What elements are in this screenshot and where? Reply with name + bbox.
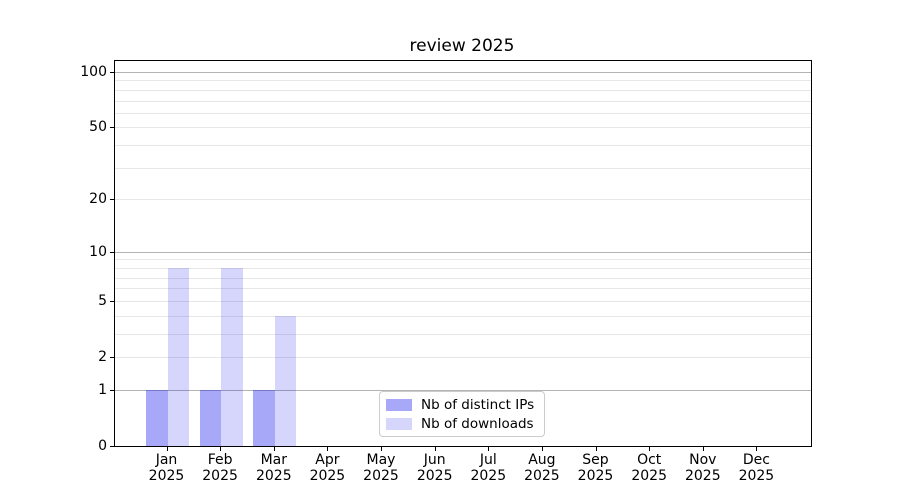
y-tick-mark: [110, 300, 114, 302]
x-tick-label: Aug 2025: [524, 452, 560, 484]
minor-gridline: [115, 333, 811, 335]
x-tick-label: Jun 2025: [416, 452, 453, 484]
x-tick-label: Apr 2025: [309, 452, 346, 484]
x-tick-label: Oct 2025: [631, 452, 667, 484]
x-tick-mark: [756, 447, 758, 451]
minor-gridline: [115, 127, 811, 129]
y-tick-mark: [110, 127, 114, 129]
bar-distinct-ips-feb: [199, 389, 222, 446]
y-tick-label: 2: [98, 349, 107, 365]
bar-downloads-feb: [221, 267, 243, 446]
legend-item-downloads: Nb of downloads: [386, 417, 544, 431]
plot-area: Nb of distinct IPs Nb of downloads: [114, 60, 812, 447]
bar-downloads-mar: [274, 315, 297, 446]
y-tick-mark: [110, 389, 114, 391]
x-tick-mark: [273, 447, 275, 451]
legend-swatch-downloads: [386, 417, 412, 430]
minor-gridline: [115, 145, 811, 147]
minor-gridline: [115, 199, 811, 201]
y-tick-label: 10: [89, 243, 107, 260]
x-tick-mark: [488, 447, 490, 451]
legend-label-distinct-ips: Nb of distinct IPs: [421, 396, 535, 413]
x-tick-label: Mar 2025: [255, 452, 292, 484]
y-tick-label: 5: [98, 292, 107, 309]
x-tick-mark: [595, 447, 597, 451]
chart-title: review 2025: [409, 36, 515, 56]
x-tick-mark: [220, 447, 222, 451]
y-tick-mark: [110, 199, 114, 201]
y-tick-mark: [110, 357, 114, 358]
y-tick-label: 50: [89, 119, 107, 136]
legend-label-downloads: Nb of downloads: [421, 415, 534, 432]
minor-gridline: [115, 80, 811, 82]
y-tick-label: 0: [98, 438, 107, 454]
bar-distinct-ips-jan: [146, 389, 168, 446]
major-gridline: [115, 251, 811, 253]
y-tick-label: 20: [89, 191, 107, 208]
x-tick-label: Jul 2025: [470, 452, 507, 484]
minor-gridline: [115, 89, 811, 91]
bar-downloads-jan: [167, 267, 189, 446]
minor-gridline: [115, 167, 811, 169]
major-gridline: [115, 389, 811, 391]
bar-distinct-ips-mar: [253, 389, 275, 446]
minor-gridline: [115, 267, 811, 269]
major-gridline: [115, 72, 811, 73]
x-tick-mark: [434, 447, 436, 451]
x-tick-mark: [649, 447, 651, 451]
minor-gridline: [115, 288, 811, 290]
minor-gridline: [115, 259, 811, 261]
legend: Nb of distinct IPs Nb of downloads: [379, 391, 545, 437]
minor-gridline: [115, 357, 811, 358]
y-tick-mark: [110, 251, 114, 253]
y-tick-label: 100: [80, 64, 107, 80]
x-tick-label: Jan 2025: [148, 452, 185, 484]
x-tick-mark: [702, 447, 704, 451]
x-tick-label: Nov 2025: [684, 452, 721, 484]
legend-item-distinct-ips: Nb of distinct IPs: [386, 398, 544, 412]
legend-swatch-distinct-ips: [386, 398, 412, 411]
minor-gridline: [115, 100, 811, 102]
y-tick-mark: [110, 72, 114, 73]
y-tick-label: 1: [98, 381, 107, 398]
x-tick-mark: [327, 447, 329, 451]
x-tick-label: May 2025: [363, 452, 399, 484]
minor-gridline: [115, 112, 811, 114]
x-tick-label: Sep 2025: [577, 452, 614, 484]
x-tick-mark: [381, 447, 382, 451]
minor-gridline: [115, 315, 811, 317]
x-tick-mark: [541, 447, 543, 451]
x-tick-label: Dec 2025: [738, 452, 775, 484]
x-tick-mark: [166, 447, 168, 451]
minor-gridline: [115, 300, 811, 302]
y-tick-mark: [110, 446, 114, 447]
x-tick-label: Feb 2025: [202, 452, 238, 484]
minor-gridline: [115, 277, 811, 279]
